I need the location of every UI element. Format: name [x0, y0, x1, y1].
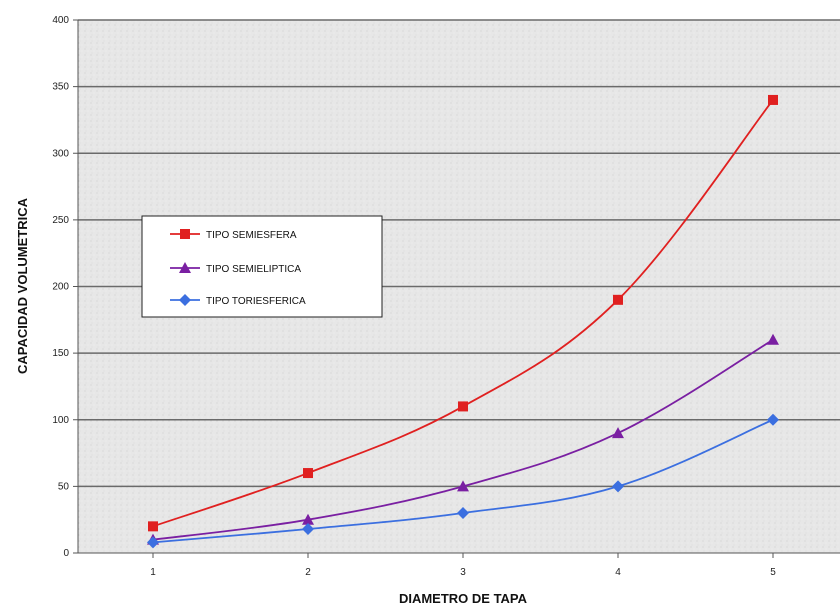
x-tick-label: 1	[150, 567, 156, 578]
y-tick-label: 400	[52, 15, 69, 26]
y-tick-label: 200	[52, 282, 69, 293]
x-tick-label: 5	[770, 567, 776, 578]
series-1	[148, 94, 778, 532]
data-point	[612, 427, 624, 439]
data-point	[148, 521, 158, 532]
data-point	[457, 480, 469, 492]
data-point	[768, 94, 778, 105]
legend-label: TIPO TORIESFERICA	[206, 296, 306, 307]
x-tick-label: 4	[615, 567, 621, 578]
data-point	[147, 536, 159, 549]
x-axis-title: DIAMETRO DE TAPA	[399, 591, 528, 606]
y-tick-label: 350	[52, 82, 69, 93]
data-point	[302, 523, 314, 536]
y-tick-label: 50	[58, 481, 70, 492]
data-point	[613, 294, 623, 305]
legend-marker	[179, 294, 191, 306]
data-point	[302, 513, 314, 525]
series-layer	[147, 94, 779, 549]
y-axis-ticks: 0 50 100 150 200 250 300 350 400	[52, 15, 78, 559]
legend-item: TIPO TORIESFERICA	[170, 294, 306, 307]
legend-marker	[179, 262, 191, 273]
legend: TIPO SEMIESFERA TIPO SEMIELIPTICA TIPO TOR…	[141, 215, 383, 318]
data-point	[767, 333, 779, 345]
y-tick-label: 150	[52, 348, 69, 359]
data-point	[458, 401, 468, 412]
data-point	[457, 507, 469, 520]
series-line	[152, 99, 774, 528]
x-axis-ticks: 1 2 3 4 5	[150, 553, 776, 578]
data-point	[612, 480, 624, 493]
y-tick-label: 300	[52, 148, 69, 159]
data-point	[767, 413, 779, 426]
data-point	[303, 468, 313, 479]
y-tick-label: 250	[52, 215, 69, 226]
y-tick-label: 100	[52, 415, 69, 426]
legend-item: TIPO SEMIELIPTICA	[170, 262, 301, 275]
legend-item: TIPO SEMIESFERA	[170, 229, 297, 241]
x-tick-label: 2	[305, 567, 311, 578]
y-axis-title: CAPACIDAD VOLUMETRICA	[15, 197, 30, 374]
series-3	[147, 413, 779, 549]
legend-label: TIPO SEMIESFERA	[206, 230, 297, 241]
legend-marker	[180, 229, 190, 239]
y-tick-label: 0	[63, 548, 69, 559]
x-tick-label: 3	[460, 567, 466, 578]
legend-label: TIPO SEMIELIPTICA	[206, 264, 301, 275]
